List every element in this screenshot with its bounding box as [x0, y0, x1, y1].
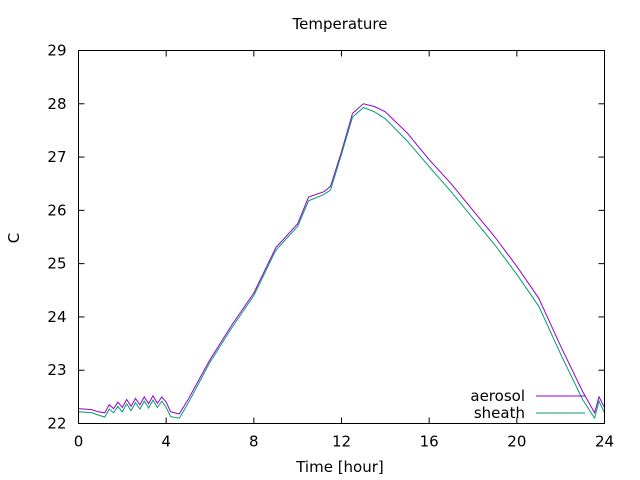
y-tick-label: 27: [47, 148, 66, 166]
x-tick-label: 8: [249, 433, 259, 451]
x-tick-label: 0: [74, 433, 84, 451]
x-tick-label: 20: [507, 433, 526, 451]
y-tick-label: 29: [47, 42, 66, 60]
legend-label-aerosol: aerosol: [470, 387, 525, 405]
series-line-sheath: [78, 106, 605, 420]
series-line-aerosol: [78, 103, 605, 415]
y-tick-label: 23: [47, 361, 66, 379]
legend-label-sheath: sheath: [474, 404, 525, 422]
series-layer: [78, 103, 605, 420]
x-tick-label: 4: [161, 433, 171, 451]
y-tick-label: 26: [47, 201, 66, 219]
x-tick-label: 12: [332, 433, 351, 451]
x-axis-label: Time [hour]: [295, 458, 384, 476]
y-tick-label: 22: [47, 415, 66, 433]
y-axis-label: C: [5, 233, 23, 243]
x-tick-label: 24: [595, 433, 614, 451]
chart-title: Temperature: [291, 15, 387, 33]
x-tick-label: 16: [420, 433, 439, 451]
y-tick-label: 25: [47, 255, 66, 273]
y-tick-label: 24: [47, 308, 66, 326]
y-tick-label: 28: [47, 95, 66, 113]
plot-frame: [78, 50, 605, 424]
axis-ticks: 0 4 8 12 16 20 24 22 23 24 25 26 27 28 29: [47, 42, 614, 451]
